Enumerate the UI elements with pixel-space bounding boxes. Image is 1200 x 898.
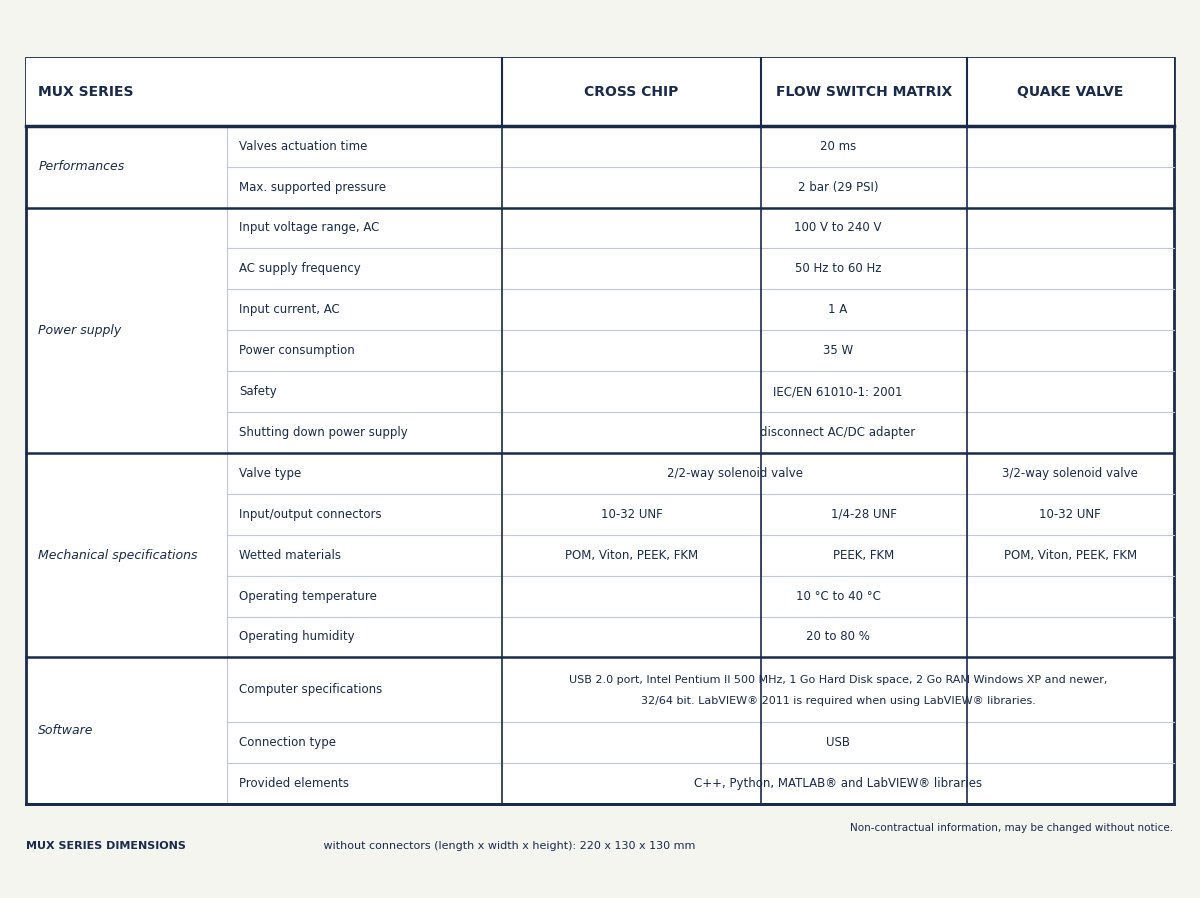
Text: 10 °C to 40 °C: 10 °C to 40 °C (796, 590, 881, 603)
Bar (26, 58, 1174, 804)
Text: Software: Software (38, 724, 94, 737)
Text: Wetted materials: Wetted materials (239, 549, 341, 561)
Text: Connection type: Connection type (239, 735, 336, 749)
Text: Safety: Safety (239, 385, 277, 398)
Text: 2/2-way solenoid valve: 2/2-way solenoid valve (667, 467, 803, 480)
Text: IEC/EN 61010-1: 2001: IEC/EN 61010-1: 2001 (773, 385, 902, 398)
Text: Mechanical specifications: Mechanical specifications (38, 549, 198, 561)
Text: USB: USB (826, 735, 850, 749)
Text: Operating temperature: Operating temperature (239, 590, 377, 603)
Text: Valves actuation time: Valves actuation time (239, 140, 367, 153)
Text: Input voltage range, AC: Input voltage range, AC (239, 222, 379, 234)
Text: disconnect AC/DC adapter: disconnect AC/DC adapter (761, 426, 916, 439)
Text: Input/output connectors: Input/output connectors (239, 507, 382, 521)
Text: CROSS CHIP: CROSS CHIP (584, 85, 679, 99)
Text: POM, Viton, PEEK, FKM: POM, Viton, PEEK, FKM (565, 549, 698, 561)
Text: without connectors (length x width x height): 220 x 130 x 130 mm: without connectors (length x width x hei… (320, 841, 696, 851)
Text: POM, Viton, PEEK, FKM: POM, Viton, PEEK, FKM (1003, 549, 1136, 561)
Text: 10-32 UNF: 10-32 UNF (601, 507, 662, 521)
Text: 3/2-way solenoid valve: 3/2-way solenoid valve (1002, 467, 1139, 480)
Text: 1 A: 1 A (828, 304, 847, 316)
Text: AC supply frequency: AC supply frequency (239, 262, 361, 276)
Text: Power consumption: Power consumption (239, 344, 355, 357)
Text: 20 to 80 %: 20 to 80 % (806, 630, 870, 644)
Text: FLOW SWITCH MATRIX: FLOW SWITCH MATRIX (775, 85, 952, 99)
Text: 20 ms: 20 ms (820, 140, 856, 153)
Text: 100 V to 240 V: 100 V to 240 V (794, 222, 882, 234)
Text: PEEK, FKM: PEEK, FKM (833, 549, 894, 561)
Text: 2 bar (29 PSI): 2 bar (29 PSI) (798, 180, 878, 194)
Bar (26, 58, 1174, 126)
Text: USB 2.0 port, Intel Pentium II 500 MHz, 1 Go Hard Disk space, 2 Go RAM Windows X: USB 2.0 port, Intel Pentium II 500 MHz, … (569, 675, 1108, 685)
Text: Performances: Performances (38, 160, 125, 173)
Text: Input current, AC: Input current, AC (239, 304, 340, 316)
Text: Provided elements: Provided elements (239, 777, 349, 789)
Text: MUX SERIES DIMENSIONS: MUX SERIES DIMENSIONS (26, 841, 186, 851)
Text: Power supply: Power supply (38, 323, 121, 337)
Text: Operating humidity: Operating humidity (239, 630, 355, 644)
Text: Valve type: Valve type (239, 467, 301, 480)
Text: 50 Hz to 60 Hz: 50 Hz to 60 Hz (794, 262, 881, 276)
Text: Computer specifications: Computer specifications (239, 683, 383, 696)
Text: 35 W: 35 W (823, 344, 853, 357)
Text: MUX SERIES: MUX SERIES (38, 85, 134, 99)
Text: 32/64 bit. LabVIEW® 2011 is required when using LabVIEW® libraries.: 32/64 bit. LabVIEW® 2011 is required whe… (641, 696, 1036, 706)
Text: QUAKE VALVE: QUAKE VALVE (1018, 85, 1123, 99)
Text: Max. supported pressure: Max. supported pressure (239, 180, 386, 194)
Text: 10-32 UNF: 10-32 UNF (1039, 507, 1102, 521)
Text: Shutting down power supply: Shutting down power supply (239, 426, 408, 439)
Text: 1/4-28 UNF: 1/4-28 UNF (830, 507, 896, 521)
Text: Non-contractual information, may be changed without notice.: Non-contractual information, may be chan… (851, 823, 1174, 833)
Text: C++, Python, MATLAB® and LabVIEW® libraries: C++, Python, MATLAB® and LabVIEW® librar… (694, 777, 982, 789)
